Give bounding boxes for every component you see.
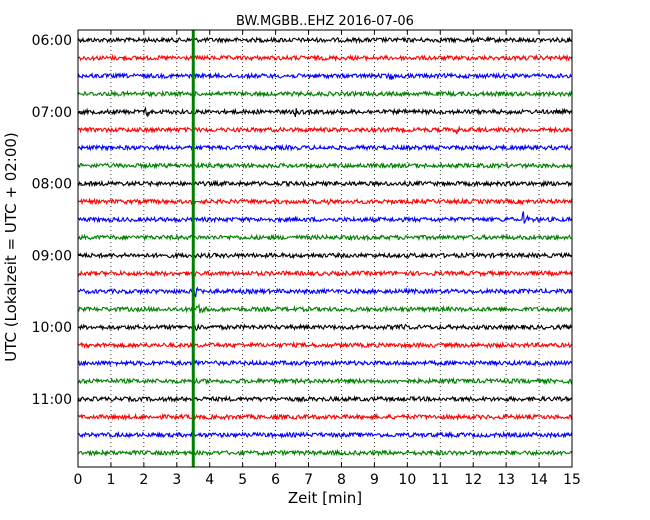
plot-frame <box>77 29 573 468</box>
x-tick-label: 0 <box>74 472 83 488</box>
x-tick-label: 13 <box>497 472 515 488</box>
x-tick-label: 3 <box>172 472 181 488</box>
x-tick-label: 14 <box>530 472 548 488</box>
x-tick-label: 12 <box>464 472 482 488</box>
trace-line <box>77 53 573 63</box>
trace-line <box>77 322 573 332</box>
x-tick-label: 11 <box>431 472 449 488</box>
trace-line <box>77 394 573 404</box>
x-axis-label: Zeit [min] <box>288 489 362 507</box>
trace-line <box>77 448 573 457</box>
trace-line <box>77 106 573 118</box>
trace-line <box>77 233 573 242</box>
chart-title: BW.MGBB..EHZ 2016-07-06 <box>236 14 414 29</box>
x-tick-label: 8 <box>337 472 346 488</box>
trace-line <box>77 89 573 99</box>
trace-line <box>77 412 573 422</box>
x-tick-label: 15 <box>563 472 581 488</box>
x-tick-label: 2 <box>139 472 148 488</box>
y-tick-label: 10:00 <box>32 320 72 336</box>
trace-line <box>77 359 573 368</box>
grid-lines <box>110 30 540 467</box>
x-tick-label: 5 <box>238 472 247 488</box>
x-tick-label: 9 <box>370 472 379 488</box>
y-tick-label: 08:00 <box>32 177 72 193</box>
trace-line <box>77 71 572 81</box>
x-tick-label: 10 <box>398 472 416 488</box>
trace-line <box>77 211 573 225</box>
y-axis-label: UTC (Lokalzeit = UTC + 02:00) <box>2 132 20 362</box>
x-tick-label: 7 <box>304 472 313 488</box>
trace-line <box>78 197 573 206</box>
trace-line <box>77 430 573 440</box>
y-tick-label: 09:00 <box>32 248 72 264</box>
y-tick-label: 07:00 <box>32 105 72 121</box>
trace-line <box>77 286 573 298</box>
y-axis-ticks: 06:00 07:00 08:00 09:00 10:00 11:00 <box>32 33 572 408</box>
x-tick-label: 1 <box>106 472 115 488</box>
y-tick-label: 06:00 <box>32 33 72 49</box>
trace-line <box>77 161 573 170</box>
trace-line <box>77 35 573 45</box>
trace-line <box>77 376 573 386</box>
x-axis-ticks: 0 1 2 3 4 5 6 7 8 9 10 11 12 13 14 15 <box>74 30 581 488</box>
trace-line <box>77 125 573 135</box>
trace-line <box>77 179 573 188</box>
trace-line <box>77 340 573 350</box>
x-tick-label: 4 <box>205 472 214 488</box>
trace-line <box>77 251 572 260</box>
seismic-traces <box>77 35 573 457</box>
y-tick-label: 11:00 <box>32 392 72 408</box>
trace-line <box>77 303 573 314</box>
x-tick-label: 6 <box>271 472 280 488</box>
trace-line <box>77 269 573 278</box>
trace-line <box>77 143 573 152</box>
